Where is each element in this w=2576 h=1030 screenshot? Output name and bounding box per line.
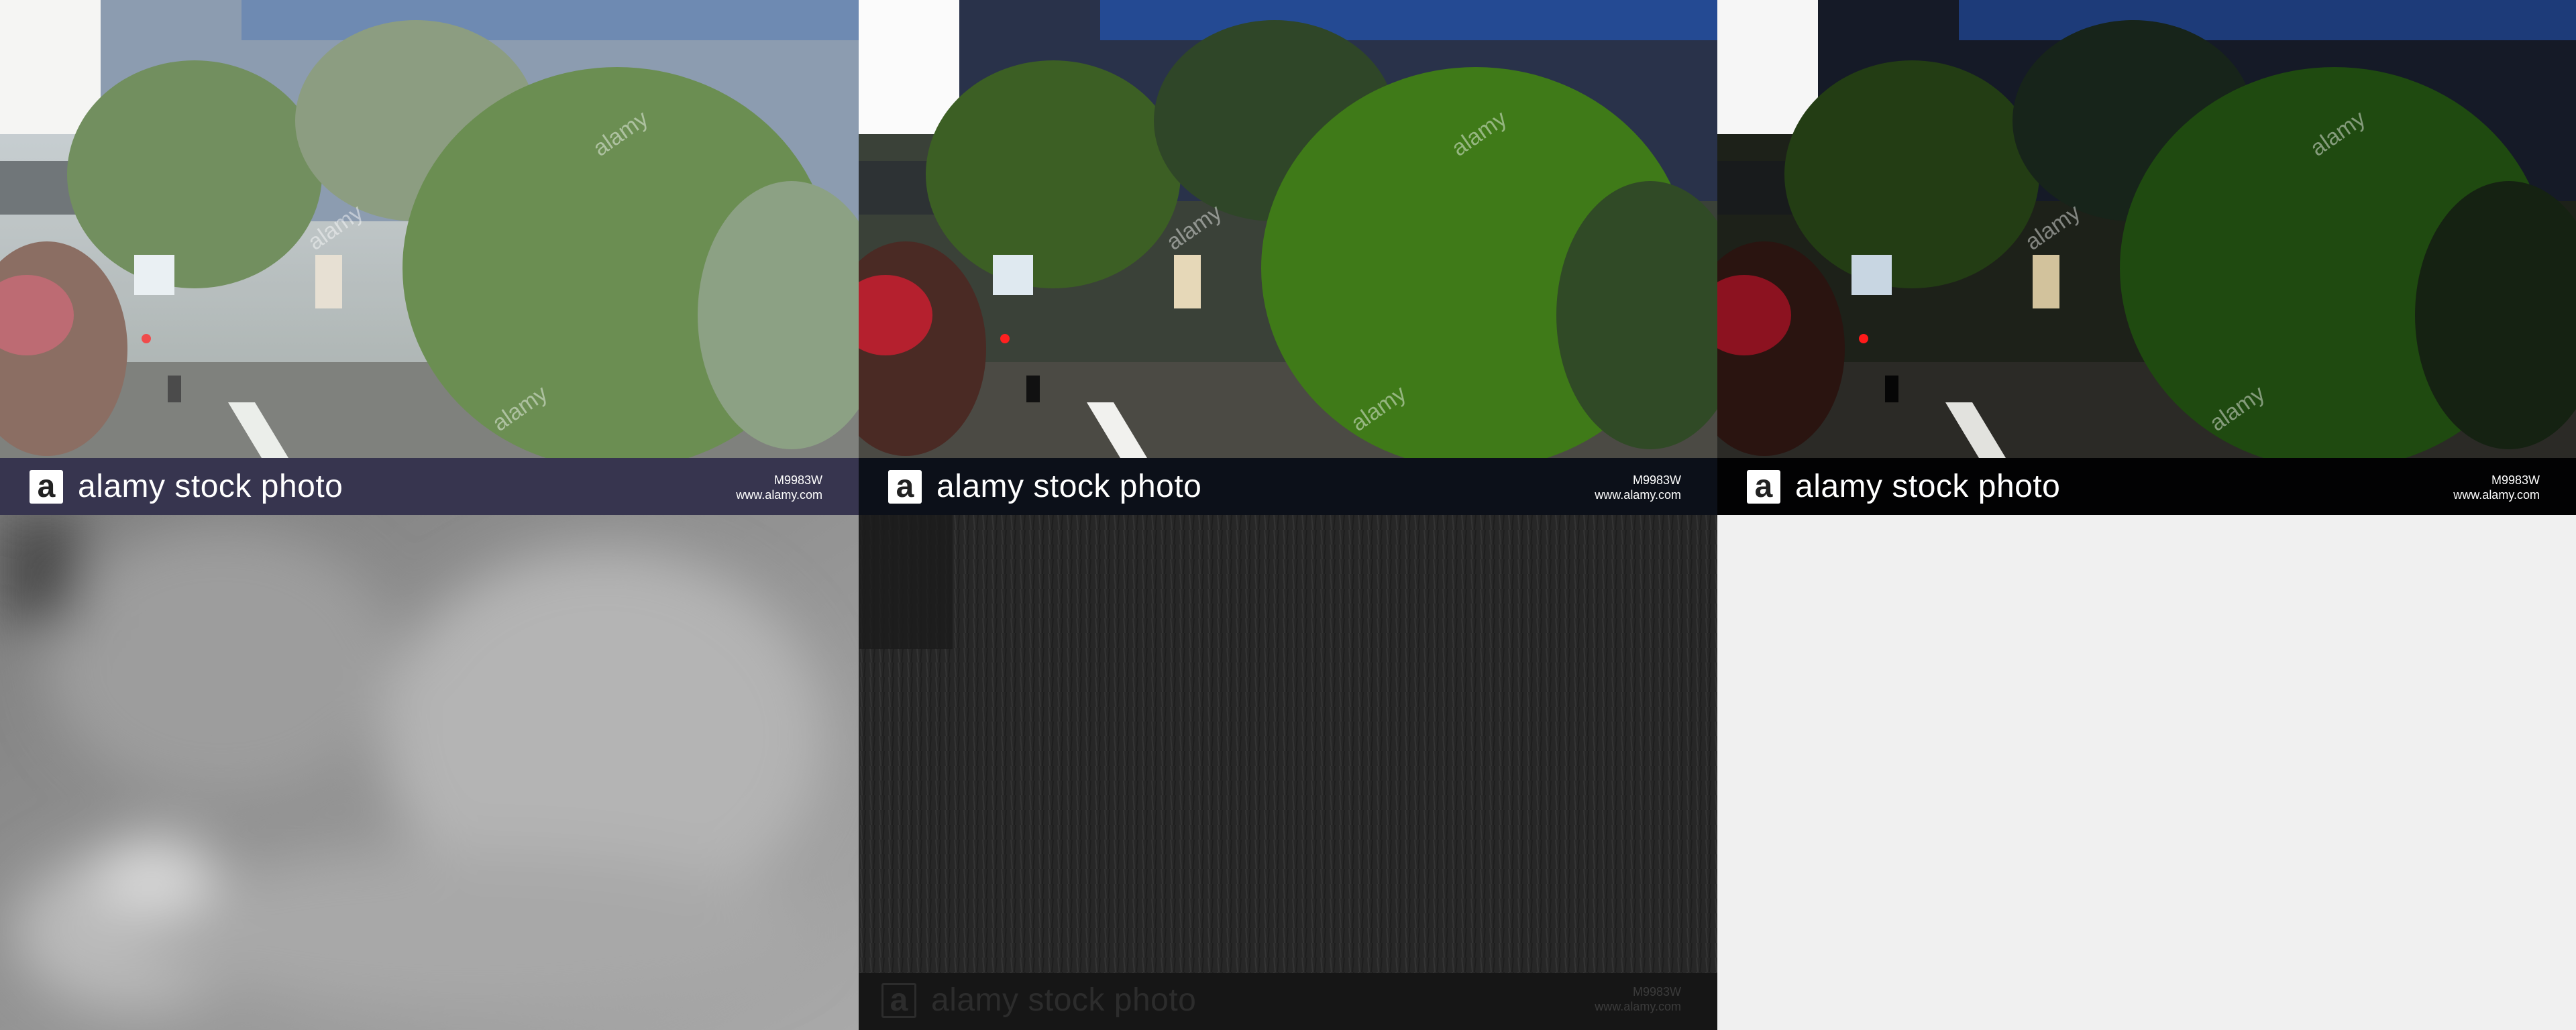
street-scene-hazy: alamy alamy alamy xyxy=(0,0,859,458)
street-scene-dark: alamy alamy alamy xyxy=(1717,0,2576,458)
site-url: www.alamy.com xyxy=(1595,488,1681,502)
image-meta: M9983W www.alamy.com xyxy=(736,473,822,502)
brand-text: alamy stock photo xyxy=(931,982,1197,1018)
brand-text: alamy stock photo xyxy=(1795,469,2061,504)
image-meta: M9983W www.alamy.com xyxy=(2453,473,2540,502)
alamy-logo-icon: a xyxy=(888,469,922,504)
alamy-logo-icon: a xyxy=(881,982,916,1018)
edge-map-image xyxy=(859,515,1717,1030)
image-code: M9983W xyxy=(1632,473,1681,487)
brand-text: alamy stock photo xyxy=(78,469,343,504)
photo-panel-enhanced: alamy alamy alamy a alamy stock photo M9… xyxy=(859,0,1717,515)
scene-illustration xyxy=(1717,0,2576,458)
depth-map-panel xyxy=(0,515,859,1030)
stock-banner: a alamy stock photo M9983W www.alamy.com xyxy=(0,458,859,515)
photo-panel-original: alamy alamy alamy a alamy stock photo M9… xyxy=(0,0,859,515)
site-url: www.alamy.com xyxy=(2453,488,2540,502)
site-url: www.alamy.com xyxy=(736,488,822,502)
alamy-logo-icon: a xyxy=(1747,469,1780,504)
image-code: M9983W xyxy=(773,473,822,487)
image-meta: M9983W www.alamy.com xyxy=(1595,473,1681,502)
faint-banner-logo: a alamy stock photo xyxy=(881,982,1196,1019)
alamy-logo-icon: a xyxy=(30,469,63,504)
stock-banner: a alamy stock photo M9983W www.alamy.com xyxy=(859,458,1717,515)
street-scene-enhanced: alamy alamy alamy xyxy=(859,0,1717,458)
scene-illustration xyxy=(859,0,1717,458)
photo-panel-dark: alamy alamy alamy a alamy stock photo M9… xyxy=(1717,0,2576,515)
brand-text: alamy stock photo xyxy=(936,469,1202,504)
image-code: M9983W xyxy=(2491,473,2540,487)
scene-illustration xyxy=(0,0,859,458)
empty-panel xyxy=(1717,515,2576,1030)
depth-map-image xyxy=(0,515,859,1030)
edge-map-panel: a alamy stock photo M9983W www.alamy.com xyxy=(859,515,1717,1030)
stock-banner: a alamy stock photo M9983W www.alamy.com xyxy=(1717,458,2576,515)
site-url: www.alamy.com xyxy=(1595,1000,1681,1013)
image-code: M9983W xyxy=(1632,985,1681,998)
image-meta: M9983W www.alamy.com xyxy=(1595,984,1681,1014)
